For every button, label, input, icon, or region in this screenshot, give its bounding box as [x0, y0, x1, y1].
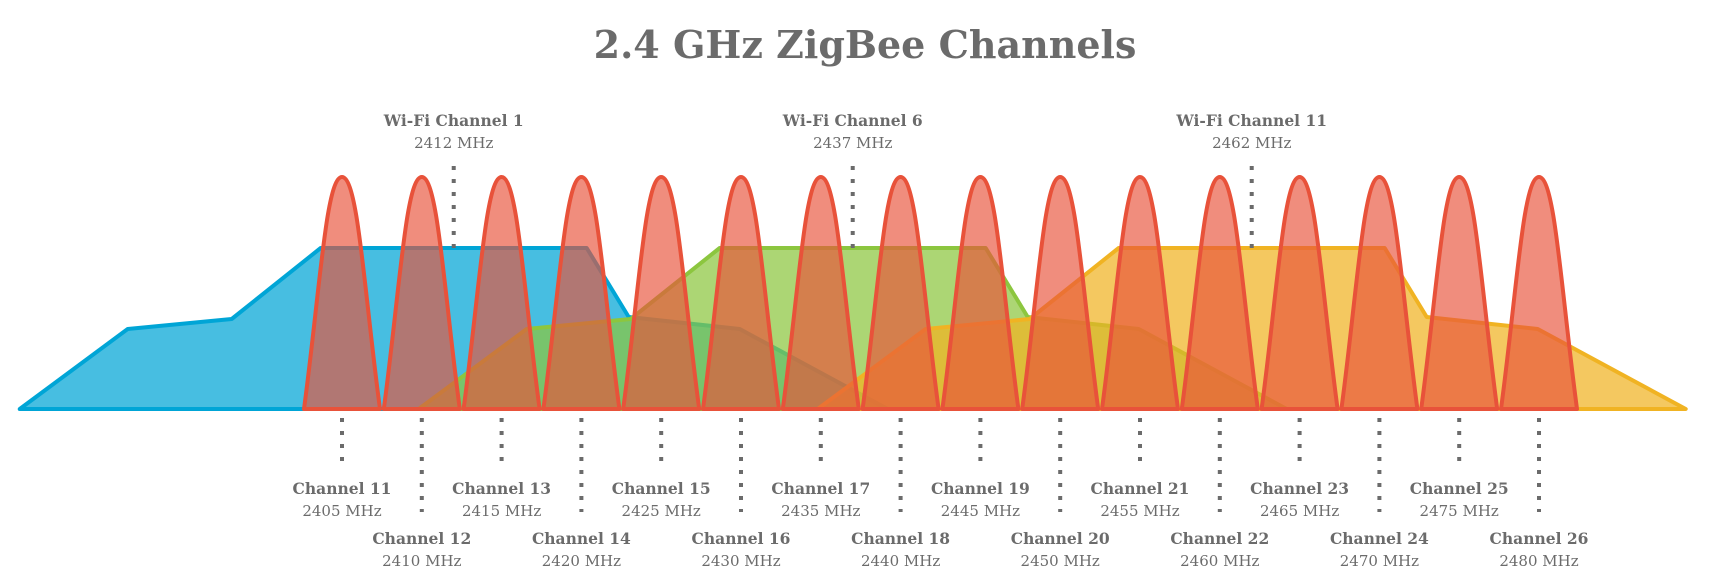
zigbee-channel-frequency: 2440 MHz — [861, 552, 940, 570]
wifi-channel-name: Wi-Fi Channel 6 — [782, 111, 923, 130]
wifi-channel-labels: Wi-Fi Channel 1 2412 MHz Wi-Fi Channel 6 24… — [383, 111, 1327, 248]
zigbee-channel-name: Channel 22 — [1170, 529, 1269, 548]
zigbee-channel-name: Channel 26 — [1490, 529, 1589, 548]
zigbee-channel-peak — [860, 175, 941, 411]
zigbee-channel-name: Channel 14 — [532, 529, 631, 548]
zigbee-channel-peak — [1339, 175, 1420, 411]
zigbee-channel-name: Channel 21 — [1091, 479, 1190, 498]
zigbee-channel-peak — [461, 175, 542, 411]
zigbee-channel-frequency: 2475 MHz — [1420, 502, 1499, 520]
zigbee-channel-frequency: 2445 MHz — [941, 502, 1020, 520]
zigbee-channel-name: Channel 25 — [1410, 479, 1509, 498]
zigbee-channel-peak — [1259, 175, 1340, 411]
zigbee-channel-name: Channel 17 — [771, 479, 870, 498]
zigbee-channel-peak — [701, 175, 781, 411]
zigbee-channel-frequency: 2415 MHz — [462, 502, 541, 520]
zigbee-channel-frequency: 2420 MHz — [542, 552, 621, 570]
zigbee-channel-peak — [1179, 175, 1260, 411]
zigbee-channel-name: Channel 11 — [293, 479, 392, 498]
zigbee-channel-name: Channel 13 — [452, 479, 551, 498]
zigbee-channel-frequency: 2410 MHz — [382, 552, 461, 570]
zigbee-channel-frequency: 2450 MHz — [1021, 552, 1100, 570]
wifi-channel-frequency: 2462 MHz — [1212, 134, 1291, 152]
zigbee-channel-name: Channel 20 — [1011, 529, 1110, 548]
wifi-channel-name: Wi-Fi Channel 11 — [1175, 111, 1327, 130]
zigbee-channel-peak — [621, 175, 702, 411]
zigbee-channel-shapes — [302, 175, 1579, 411]
zigbee-channel-frequency: 2425 MHz — [622, 502, 701, 520]
zigbee-channel-peak — [1499, 175, 1579, 411]
wifi-channel-frequency: 2412 MHz — [414, 134, 493, 152]
zigbee-channel-peak — [1100, 175, 1180, 411]
zigbee-channel-name: Channel 15 — [612, 479, 711, 498]
zigbee-channel-frequency: 2465 MHz — [1260, 502, 1339, 520]
zigbee-channel-name: Channel 12 — [372, 529, 471, 548]
zigbee-channel-labels: Channel 11 2405 MHz Channel 12 2410 MHz Chan… — [293, 418, 1589, 570]
zigbee-channel-name: Channel 18 — [851, 529, 950, 548]
zigbee-channel-peak — [302, 175, 382, 411]
zigbee-channel-peak — [381, 175, 462, 411]
zigbee-channel-name: Channel 24 — [1330, 529, 1429, 548]
zigbee-channel-name: Channel 16 — [692, 529, 791, 548]
zigbee-channel-name: Channel 19 — [931, 479, 1030, 498]
zigbee-channel-name: Channel 23 — [1250, 479, 1349, 498]
zigbee-channel-frequency: 2455 MHz — [1100, 502, 1179, 520]
zigbee-channel-peak — [541, 175, 622, 411]
zigbee-channel-frequency: 2430 MHz — [701, 552, 780, 570]
wifi-channel-name: Wi-Fi Channel 1 — [383, 111, 524, 130]
diagram-title: 2.4 GHz ZigBee Channels — [594, 22, 1137, 67]
zigbee-channel-frequency: 2435 MHz — [781, 502, 860, 520]
zigbee-channel-frequency: 2460 MHz — [1180, 552, 1259, 570]
zigbee-channel-peak — [1020, 175, 1101, 411]
zigbee-channel-frequency: 2405 MHz — [302, 502, 381, 520]
zigbee-channel-peak — [940, 175, 1021, 411]
zigbee-channel-peak — [780, 175, 861, 411]
zigbee-channel-frequency: 2470 MHz — [1340, 552, 1419, 570]
zigbee-channel-peak — [1419, 175, 1500, 411]
zigbee-channel-frequency: 2480 MHz — [1499, 552, 1578, 570]
wifi-channel-frequency: 2437 MHz — [813, 134, 892, 152]
